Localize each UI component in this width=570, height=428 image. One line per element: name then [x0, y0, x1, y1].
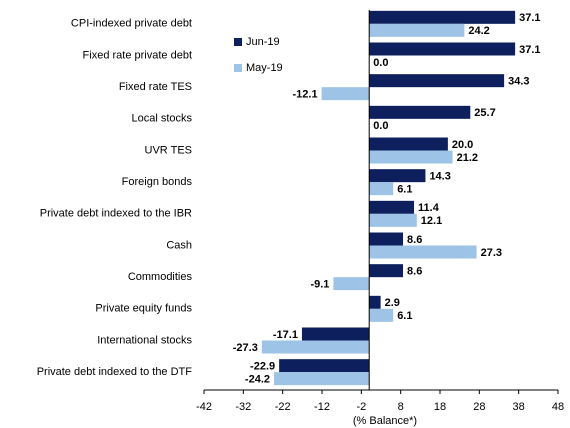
y-tick-label: Fixed rate private debt	[83, 49, 192, 61]
value-label: 20.0	[452, 139, 473, 151]
value-label: -17.1	[273, 329, 298, 341]
x-tick-label: 28	[473, 401, 485, 413]
bar	[321, 87, 370, 101]
y-tick-label: Private equity funds	[95, 303, 192, 315]
value-label: 8.6	[407, 266, 422, 278]
value-label: 25.7	[474, 107, 495, 119]
y-tick-label: UVR TES	[145, 144, 192, 156]
value-label: -12.1	[293, 89, 318, 101]
bar	[369, 10, 516, 24]
value-label: 12.1	[421, 215, 442, 227]
value-label: 6.1	[397, 310, 412, 322]
value-label: -9.1	[310, 279, 329, 291]
bar	[369, 42, 516, 56]
value-label: 34.3	[508, 76, 529, 88]
bar	[369, 74, 505, 88]
bar	[369, 295, 381, 309]
value-label: 24.2	[468, 25, 489, 37]
bar	[274, 372, 370, 386]
bar	[301, 327, 370, 341]
x-tick-label: -32	[235, 401, 251, 413]
y-tick-label: International stocks	[97, 334, 192, 346]
x-tick-label: -2	[356, 401, 366, 413]
bar	[369, 264, 404, 278]
y-tick-label: Private debt indexed to the DTF	[37, 366, 193, 378]
bar	[369, 232, 404, 246]
bar	[369, 105, 471, 119]
value-label: 0.0	[373, 120, 388, 132]
value-label: -22.9	[250, 361, 275, 373]
y-tick-label: Commodities	[128, 271, 193, 283]
legend-swatch	[234, 38, 242, 46]
value-label: 14.3	[429, 171, 450, 183]
x-tick-label: 48	[552, 401, 564, 413]
bar	[333, 277, 370, 291]
value-label: 6.1	[397, 184, 412, 196]
value-label: -24.2	[245, 374, 270, 386]
value-label: 27.3	[481, 247, 502, 259]
bar	[369, 182, 394, 196]
value-label: 21.2	[457, 152, 478, 164]
value-label: 11.4	[418, 202, 440, 214]
bar	[369, 150, 453, 164]
y-tick-label: Private debt indexed to the IBR	[40, 208, 192, 220]
value-label: 2.9	[385, 297, 400, 309]
bar	[369, 213, 417, 227]
legend-label: Jun-19	[246, 36, 280, 48]
legend-swatch	[234, 64, 242, 72]
bar	[369, 23, 465, 37]
bar	[369, 308, 394, 322]
bar	[369, 245, 477, 259]
value-label: 37.1	[519, 12, 540, 24]
x-tick-label: 8	[398, 401, 404, 413]
bar	[369, 200, 415, 214]
bar	[369, 169, 426, 183]
x-tick-label: 18	[434, 401, 446, 413]
bar	[261, 340, 370, 354]
x-axis-label: (% Balance*)	[353, 415, 417, 427]
y-tick-label: Foreign bonds	[122, 176, 193, 188]
y-tick-label: Local stocks	[131, 113, 192, 125]
value-label: 37.1	[519, 44, 540, 56]
x-tick-label: 38	[513, 401, 525, 413]
value-label: 0.0	[373, 57, 388, 69]
y-tick-label: Cash	[166, 239, 192, 251]
x-tick-label: -12	[314, 401, 330, 413]
value-label: 8.6	[407, 234, 422, 246]
bar	[279, 359, 370, 373]
legend-label: May-19	[246, 62, 283, 74]
x-tick-label: -42	[196, 401, 212, 413]
bar	[369, 137, 448, 151]
x-tick-label: -22	[275, 401, 291, 413]
y-tick-label: CPI-indexed private debt	[71, 18, 192, 30]
value-label: -27.3	[233, 342, 258, 354]
y-tick-label: Fixed rate TES	[119, 81, 192, 93]
